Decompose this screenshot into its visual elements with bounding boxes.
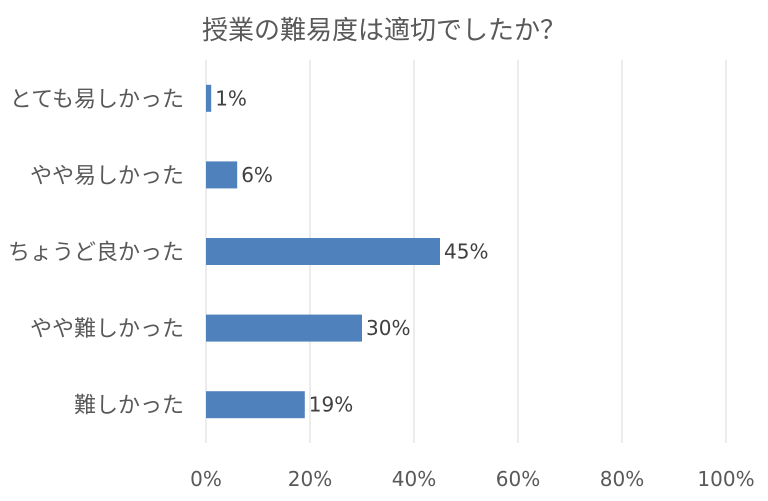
x-tick-label: 60%: [496, 467, 540, 491]
data-label: 6%: [241, 163, 273, 187]
x-tick-labels: 0% 20% 40% 60% 80% 100%: [190, 467, 754, 491]
category-label: やや易しかった: [30, 164, 184, 189]
chart-title: 授業の難易度は適切でしたか？: [201, 16, 566, 46]
bar: [206, 84, 212, 112]
x-tick-label: 40%: [392, 467, 436, 491]
category-label: とても易しかった: [10, 87, 184, 112]
bars: [206, 84, 440, 419]
bar: [206, 391, 305, 419]
data-label: 30%: [366, 316, 410, 340]
data-label: 45%: [444, 240, 488, 264]
category-label: ちょうど良かった: [8, 241, 184, 266]
data-labels: 1% 6% 45% 30% 19%: [215, 86, 488, 416]
category-label: 難しかった: [74, 394, 184, 419]
category-label: やや難しかった: [30, 317, 184, 342]
x-tick-label: 100%: [697, 467, 754, 491]
x-tick-label: 0%: [190, 467, 222, 491]
bar: [206, 314, 362, 342]
x-tick-label: 80%: [600, 467, 644, 491]
data-label: 19%: [309, 393, 353, 417]
data-label: 1%: [215, 86, 247, 110]
x-tick-label: 20%: [288, 467, 332, 491]
bar: [206, 161, 238, 189]
bar: [206, 238, 440, 265]
